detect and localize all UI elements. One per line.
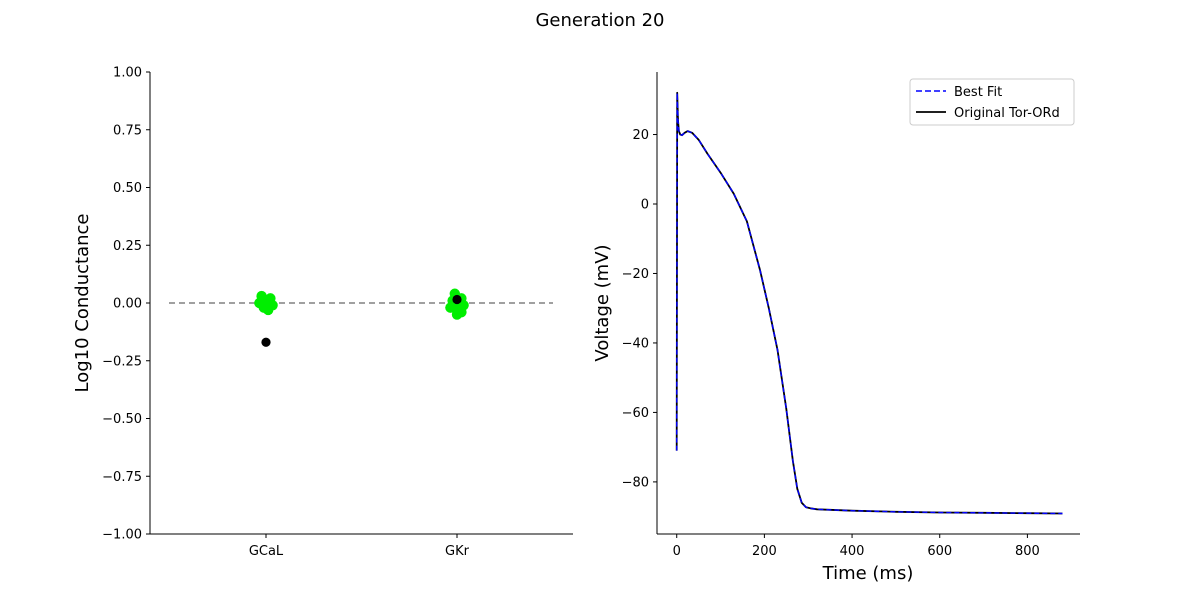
conductance-panel: 1.00 0.75 0.50 0.25 0.00 −0.25 −0.50 −0.75 −1.00… [72,66,573,559]
voltage-y-tick-label: 20 [632,128,649,143]
figure-title: Generation 20 [535,10,664,31]
voltage-y-tick-label: 0 [641,198,649,213]
legend: Best Fit Original Tor-ORd [909,78,1075,126]
original-trace [675,91,1063,515]
best-fit-point [452,294,462,305]
conductance-y-tick-label: −0.75 [102,470,142,485]
conductance-y-tick-label: −0.25 [102,354,142,369]
conductance-y-tick-label: 0.50 [113,181,142,196]
conductance-x-tick-label: GCaL [249,544,284,559]
legend-label-best-fit: Best Fit [954,85,1002,100]
voltage-y-tick-label: −80 [622,475,649,490]
voltage-x-tick-label: 600 [927,544,952,559]
voltage-y-axis-label: Voltage (mV) [592,244,613,361]
best-fit-trace [676,92,1063,515]
conductance-y-tick-label: 0.25 [113,239,142,254]
conductance-y-tick-label: 0.75 [113,123,142,138]
voltage-x-tick-label: 200 [752,544,777,559]
conductance-y-tick-label: −0.50 [102,412,142,427]
conductance-y-tick-label: 1.00 [113,66,142,81]
voltage-y-tick-label: −60 [622,406,649,421]
voltage-x-tick-label: 400 [840,544,865,559]
conductance-x-tick-label: GKr [445,544,470,559]
population-point [456,307,467,318]
legend-label-original: Original Tor-ORd [954,106,1060,121]
voltage-y-tick-label: −40 [622,336,649,351]
voltage-y-tick-label: −20 [622,267,649,282]
legend-box [909,78,1075,126]
conductance-y-tick-label: 0.00 [113,297,142,312]
voltage-panel: 200−20−40−60−800 200 400 600 800 Voltage (mV… [592,72,1080,584]
best-fit-point [261,337,271,347]
conductance-y-axis-label: Log10 Conductance [72,214,93,393]
population-point [265,297,276,309]
conductance-y-tick-label: −1.00 [102,528,142,543]
voltage-x-tick-label: 0 [673,544,681,559]
voltage-x-axis-label: Time (ms) [822,563,914,584]
voltage-x-tick-label: 800 [1015,544,1040,559]
